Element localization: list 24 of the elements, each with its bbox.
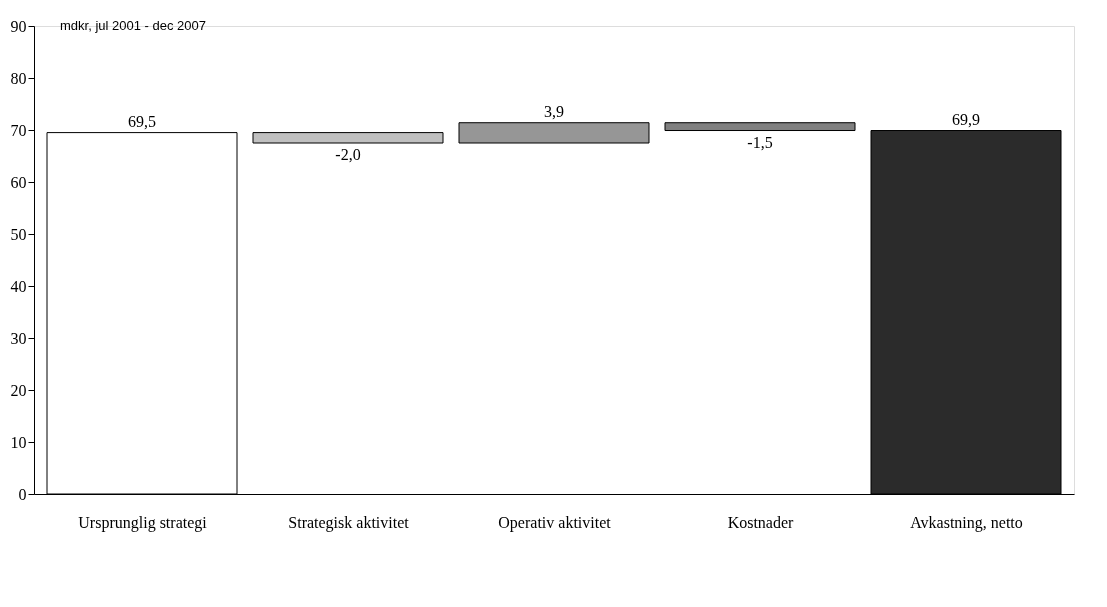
y-tick-label: 20: [10, 381, 27, 399]
x-tick-label: Ursprunglig strategi: [78, 513, 208, 532]
data-label: 69,5: [128, 112, 156, 130]
bar: [664, 122, 856, 132]
data-label: -2,0: [335, 146, 361, 163]
y-tick-label: 10: [10, 433, 27, 451]
x-tick-label: Strategisk aktivitet: [288, 513, 410, 532]
data-label: 69,9: [952, 110, 980, 128]
y-tick-label: 80: [10, 69, 27, 87]
y-tick-label: 90: [10, 17, 27, 35]
y-tick-label: 0: [18, 485, 27, 503]
x-tick-label: Kostnader: [727, 513, 795, 531]
y-tick-label: 50: [10, 225, 27, 243]
bar: [458, 122, 650, 144]
bar: [252, 132, 444, 144]
y-tick-label: 60: [10, 173, 27, 191]
y-tick-label: 70: [10, 121, 27, 139]
x-tick-label: Avkastning, netto: [910, 513, 1023, 532]
data-label: -1,5: [747, 133, 773, 151]
data-label: 3,9: [544, 102, 564, 120]
y-tick-label: 40: [10, 277, 27, 295]
y-tick-label: 30: [10, 329, 27, 347]
y-axis-title: mdkr, jul 2001 - dec 2007: [60, 18, 206, 33]
x-tick-label: Operativ aktivitet: [498, 513, 612, 532]
